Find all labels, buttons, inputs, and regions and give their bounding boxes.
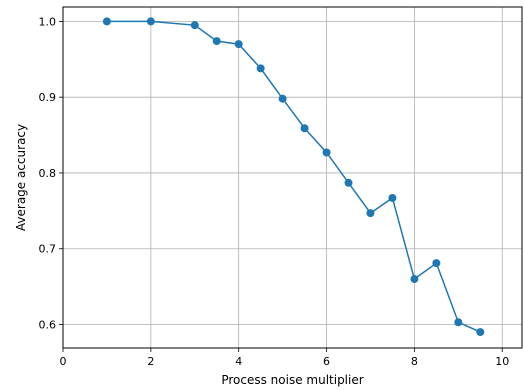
data-point bbox=[146, 17, 155, 26]
y-tick-label: 0.6 bbox=[39, 319, 57, 332]
data-point bbox=[366, 209, 375, 218]
x-tick-label: 6 bbox=[323, 355, 330, 368]
x-tick-label: 0 bbox=[60, 355, 67, 368]
y-tick-label: 0.9 bbox=[39, 91, 57, 104]
data-point bbox=[102, 17, 111, 26]
x-tick-label: 10 bbox=[495, 355, 509, 368]
data-point bbox=[410, 275, 419, 284]
y-tick-label: 0.7 bbox=[39, 243, 57, 256]
y-tick-label: 1.0 bbox=[39, 15, 57, 28]
data-point bbox=[344, 178, 353, 187]
y-axis: 0.6 0.7 0.8 0.9 1.0 bbox=[39, 15, 63, 332]
plot-frame bbox=[62, 6, 523, 349]
data-point bbox=[212, 37, 221, 46]
x-axis: 0 2 4 6 8 10 bbox=[60, 348, 509, 368]
y-axis-label: Average accuracy bbox=[14, 124, 28, 231]
data-point bbox=[190, 21, 199, 30]
data-point bbox=[388, 193, 397, 202]
x-tick-label: 8 bbox=[411, 355, 418, 368]
data-point bbox=[476, 328, 485, 337]
x-tick-label: 4 bbox=[235, 355, 242, 368]
data-point bbox=[278, 94, 287, 103]
data-point bbox=[256, 64, 265, 73]
x-tick-label: 2 bbox=[147, 355, 154, 368]
y-tick-label: 0.8 bbox=[39, 167, 57, 180]
x-axis-label: Process noise multiplier bbox=[221, 373, 363, 387]
data-point bbox=[300, 124, 309, 133]
data-point bbox=[454, 318, 463, 327]
data-point bbox=[432, 259, 441, 268]
grid bbox=[62, 7, 522, 348]
series-line bbox=[106, 20, 481, 333]
data-point bbox=[322, 148, 331, 157]
series-layer bbox=[102, 17, 485, 337]
data-point bbox=[234, 40, 243, 49]
